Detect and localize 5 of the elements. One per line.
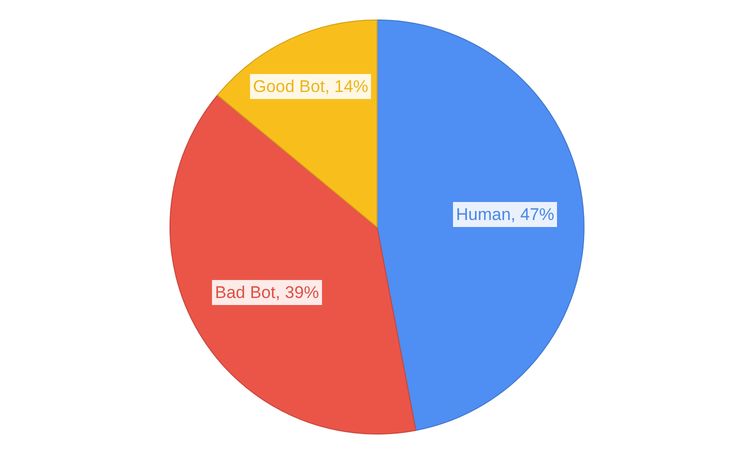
pie-slice — [170, 94, 416, 434]
pie-slice — [376, 20, 584, 431]
slice-label: Bad Bot, 39% — [215, 283, 319, 302]
slice-label: Human, 47% — [456, 205, 554, 224]
slice-label: Good Bot, 14% — [253, 77, 368, 96]
